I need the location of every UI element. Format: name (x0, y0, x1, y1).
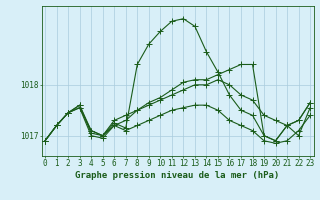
X-axis label: Graphe pression niveau de la mer (hPa): Graphe pression niveau de la mer (hPa) (76, 171, 280, 180)
